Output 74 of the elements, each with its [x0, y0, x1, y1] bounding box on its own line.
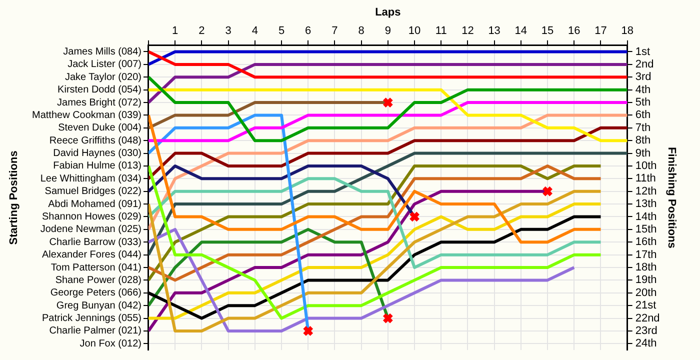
category-label: Alexander Fores (044) [42, 250, 142, 261]
y2-tick-label: 23rd [635, 324, 658, 337]
x-tick-label: 6 [305, 24, 312, 37]
point [302, 325, 314, 336]
y2-tick-label: 20th [635, 286, 657, 299]
category-label: Charlie Palmer (021) [49, 326, 142, 337]
category-label: Samuel Bridges (022) [44, 186, 142, 198]
category-label: Shane Power (028) [55, 274, 142, 286]
x-tick-label: 10 [408, 24, 421, 37]
category-label: Fabian Hulme (013) [53, 160, 142, 172]
point [408, 211, 420, 222]
x-tick-label: 5 [278, 24, 285, 37]
category-label: Jake Taylor (020) [64, 72, 142, 83]
category-label: Jon Fox (012) [80, 338, 142, 350]
x-tick-label: 9 [384, 24, 391, 37]
y2-tick-label: 22nd [635, 312, 660, 324]
x-tick-label: 4 [252, 24, 258, 37]
y2-tick-label: 24th [635, 338, 657, 350]
y2-tick-label: 5th [635, 96, 651, 109]
y2-tick-label: 17th [635, 248, 657, 261]
category-label: George Peters (066) [50, 288, 142, 299]
y2-tick-label: 21st [635, 300, 656, 312]
y2-tick-label: 16th [635, 236, 657, 248]
category-label: Charlie Barrow (033) [49, 236, 142, 248]
x-tick-label: 15 [541, 24, 554, 37]
x-tick-label: 17 [594, 24, 607, 37]
y2-tick-label: 14th [635, 210, 657, 223]
y2-tick-label: 13th [635, 198, 657, 210]
category-label: James Bright (072) [57, 97, 142, 108]
category-label: Matthew Cookman (039) [32, 110, 142, 121]
category-label: David Haynes (030) [53, 148, 142, 160]
y2-tick-label: 3rd [635, 71, 652, 84]
y2-tick-label: 19th [635, 274, 657, 286]
category-label: Shannon Howes (029) [42, 211, 142, 222]
y2-tick-label: 4th [635, 84, 651, 96]
category-label: Tom Patterson (041) [50, 262, 142, 274]
x-tick-label: 12 [462, 24, 474, 37]
y2-tick-label: 1st [635, 46, 650, 58]
category-label: Steven Duke (004) [58, 122, 142, 134]
y2-tick-label: 15th [635, 223, 657, 236]
x-tick-label: 3 [225, 24, 232, 37]
category-label: Kirsten Dodd (054) [58, 84, 142, 96]
point [382, 312, 394, 324]
x-tick-label: 2 [198, 24, 205, 37]
category-label: Lee Whittingham (034) [40, 173, 142, 184]
category-label: Greg Bunyan (042) [56, 300, 142, 312]
x-tick-label: 1 [172, 24, 178, 37]
category-label: Reece Griffiths (048) [49, 135, 142, 146]
x-axis-title: Laps [375, 6, 401, 19]
y2-axis-title: Finishing Positions [665, 146, 678, 248]
y2-tick-label: 6th [635, 109, 651, 122]
y2-tick-label: 9th [635, 147, 651, 160]
y2-tick-label: 18th [635, 262, 657, 274]
category-label: Abdi Mohamed (091) [48, 198, 142, 210]
y2-tick-label: 10th [635, 160, 657, 172]
point [542, 186, 554, 197]
category-label: James Mills (084) [63, 46, 142, 58]
text: Starting Positions [8, 150, 20, 245]
x-tick-label: 8 [358, 24, 364, 37]
x-tick-label: 13 [488, 24, 500, 37]
category-label: Jodene Newman (025) [40, 224, 142, 236]
x-tick-label: 11 [435, 24, 447, 37]
point [382, 96, 394, 108]
x-tick-label: 7 [332, 24, 338, 37]
y2-tick-label: 11th [635, 172, 656, 185]
category-label: Jack Lister (007) [68, 59, 142, 70]
x-tick-label: 14 [514, 24, 528, 37]
y2-tick-label: 2nd [635, 58, 654, 70]
y2-tick-label: 12th [635, 185, 657, 198]
x-tick-label: 16 [568, 24, 580, 37]
y2-tick-label: 7th [635, 122, 651, 134]
y2-tick-label: 8th [635, 134, 651, 147]
x-tick-label: 18 [621, 24, 634, 37]
category-label: Patrick Jennings (055) [42, 313, 142, 324]
